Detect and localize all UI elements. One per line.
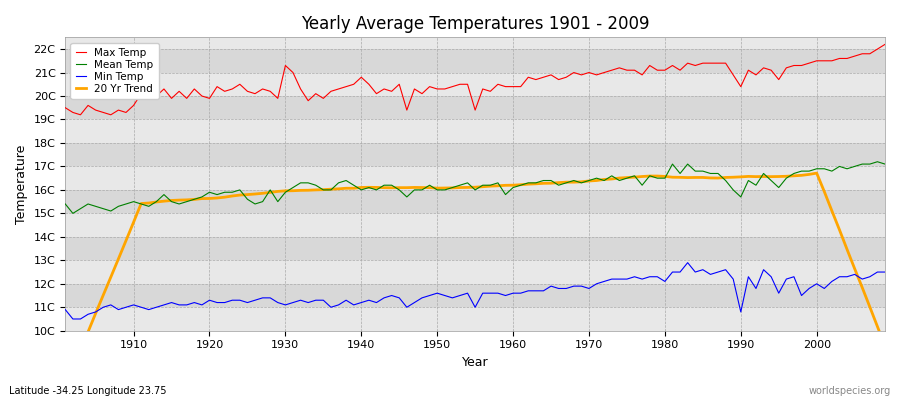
- Mean Temp: [879, 162, 890, 166]
- Line: Mean Temp: Mean Temp: [66, 162, 885, 213]
- Bar: [66, 166, 885, 190]
- 20 Yr Trend: [508, 183, 518, 188]
- Max Temp: [128, 103, 139, 108]
- Min Temp: [60, 307, 71, 312]
- Max Temp: [508, 84, 518, 89]
- 20 Yr Trend: [879, 344, 890, 349]
- Bar: [66, 190, 885, 213]
- Line: Min Temp: Min Temp: [66, 263, 885, 319]
- Min Temp: [295, 298, 306, 303]
- Mean Temp: [60, 202, 71, 206]
- X-axis label: Year: Year: [462, 356, 489, 369]
- Text: Latitude -34.25 Longitude 23.75: Latitude -34.25 Longitude 23.75: [9, 386, 166, 396]
- Mean Temp: [508, 185, 518, 190]
- Min Temp: [682, 260, 693, 265]
- Line: 20 Yr Trend: 20 Yr Trend: [66, 173, 885, 386]
- Min Temp: [508, 291, 518, 296]
- Text: worldspecies.org: worldspecies.org: [809, 386, 891, 396]
- 20 Yr Trend: [500, 183, 511, 188]
- Max Temp: [607, 68, 617, 72]
- Mean Temp: [341, 178, 352, 183]
- Min Temp: [68, 316, 78, 321]
- 20 Yr Trend: [121, 238, 131, 243]
- Mean Temp: [68, 211, 78, 216]
- Y-axis label: Temperature: Temperature: [15, 144, 28, 224]
- Title: Yearly Average Temperatures 1901 - 2009: Yearly Average Temperatures 1901 - 2009: [301, 15, 650, 33]
- Max Temp: [295, 86, 306, 91]
- Max Temp: [516, 84, 526, 89]
- Bar: [66, 120, 885, 143]
- Bar: [66, 72, 885, 96]
- Line: Max Temp: Max Temp: [66, 44, 885, 115]
- Bar: [66, 284, 885, 307]
- Mean Temp: [295, 180, 306, 185]
- 20 Yr Trend: [288, 188, 299, 193]
- Min Temp: [341, 298, 352, 303]
- Min Temp: [128, 302, 139, 307]
- Bar: [66, 143, 885, 166]
- Mean Temp: [128, 199, 139, 204]
- Min Temp: [607, 277, 617, 282]
- Bar: [66, 49, 885, 72]
- Max Temp: [75, 112, 86, 117]
- Bar: [66, 96, 885, 120]
- 20 Yr Trend: [811, 171, 822, 176]
- Mean Temp: [607, 174, 617, 178]
- 20 Yr Trend: [333, 186, 344, 191]
- Min Temp: [516, 291, 526, 296]
- Max Temp: [879, 42, 890, 47]
- Mean Temp: [516, 183, 526, 188]
- Min Temp: [879, 270, 890, 274]
- Bar: [66, 307, 885, 331]
- Mean Temp: [872, 159, 883, 164]
- 20 Yr Trend: [598, 177, 609, 182]
- Max Temp: [341, 84, 352, 89]
- Bar: [66, 260, 885, 284]
- Bar: [66, 237, 885, 260]
- Bar: [66, 213, 885, 237]
- Max Temp: [60, 105, 71, 110]
- Legend: Max Temp, Mean Temp, Min Temp, 20 Yr Trend: Max Temp, Mean Temp, Min Temp, 20 Yr Tre…: [70, 42, 158, 99]
- 20 Yr Trend: [60, 384, 71, 388]
